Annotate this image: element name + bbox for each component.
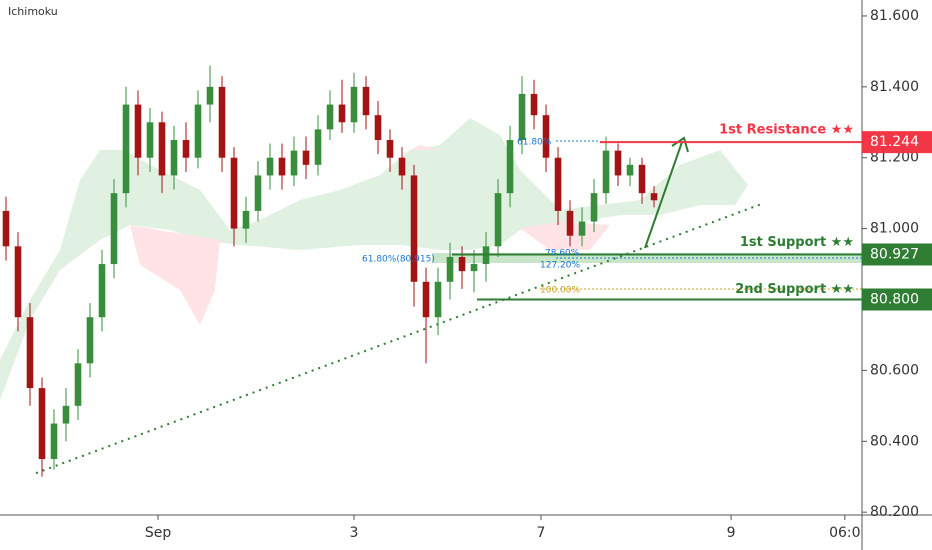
candle-body — [614, 150, 622, 176]
candle-body — [242, 210, 250, 229]
candle-body — [350, 86, 358, 123]
arrow — [644, 141, 683, 249]
candle-body — [278, 157, 286, 176]
candle-body — [566, 210, 574, 236]
candle-body — [638, 164, 646, 194]
candle-body — [98, 264, 106, 318]
cloud-bull — [0, 118, 748, 400]
price-tag — [862, 288, 932, 311]
x-tick-label: 3 — [350, 525, 359, 541]
y-tick-label: 81.000 — [870, 221, 919, 237]
candle-body — [422, 281, 430, 318]
candle-body — [218, 86, 226, 158]
price-tag-label: 80.927 — [870, 246, 919, 262]
candle-body — [602, 150, 610, 194]
y-tick-label: 80.200 — [870, 504, 919, 520]
candle-body — [506, 140, 514, 194]
candle-body — [194, 104, 202, 158]
candle-body — [74, 363, 82, 406]
candle-body — [554, 157, 562, 211]
candle-body — [254, 175, 262, 211]
price-tag — [862, 243, 932, 266]
candle-body — [290, 150, 298, 176]
price-tag — [862, 131, 932, 154]
x-tick-label: Sep — [145, 525, 172, 541]
candle-body — [338, 104, 346, 123]
indicator-label: Ichimoku — [8, 5, 58, 18]
candle-body — [650, 193, 658, 201]
x-tick-label: 06:0 — [829, 525, 860, 541]
level-name: 1st Resistance ★★ — [719, 123, 854, 138]
fib-label: 61.80%(80.915) — [362, 255, 435, 265]
candle-body — [14, 246, 22, 318]
candle-body — [134, 104, 142, 158]
candle-body — [434, 281, 442, 318]
cloud-bear — [520, 222, 610, 250]
y-tick-label: 81.400 — [870, 79, 919, 95]
candle-body — [86, 317, 94, 364]
cloud-bear — [410, 145, 440, 150]
candle-body — [590, 193, 598, 222]
candle-body — [182, 140, 190, 158]
candle-body — [170, 140, 178, 176]
candle-body — [578, 221, 586, 236]
candle-body — [314, 129, 322, 165]
candle-body — [374, 115, 382, 141]
candle-body — [626, 164, 634, 176]
candle-body — [446, 256, 454, 282]
candle-body — [110, 193, 118, 265]
price-tag-label: 80.800 — [870, 292, 919, 308]
arrow-head — [671, 136, 689, 153]
candle-body — [410, 175, 418, 282]
candle-body — [62, 405, 70, 424]
level-name: 1st Support ★★ — [740, 235, 854, 250]
fib-label: 61.80% — [517, 138, 552, 148]
price-tag-label: 81.244 — [870, 134, 919, 150]
candle-body — [2, 210, 10, 247]
level-name: 2nd Support ★★ — [735, 282, 854, 297]
candle-body — [470, 264, 478, 272]
candle-body — [266, 157, 274, 176]
candle-body — [158, 122, 166, 176]
y-tick-label: 80.400 — [870, 433, 919, 449]
ichimoku-cloud — [0, 118, 748, 400]
x-tick-label: 7 — [537, 525, 546, 541]
candle-body — [494, 193, 502, 247]
x-tick-label: 9 — [727, 525, 736, 541]
candle-body — [326, 104, 334, 130]
candle-body — [542, 115, 550, 158]
candle-body — [206, 86, 214, 105]
candle-body — [302, 150, 310, 165]
plot — [2, 65, 763, 477]
cloud-bear — [130, 225, 220, 325]
y-tick-label: 80.600 — [870, 362, 919, 378]
candle-body — [26, 317, 34, 389]
candle-body — [530, 93, 538, 116]
fib-label: 127.20% — [540, 261, 580, 271]
candle-body — [398, 157, 406, 176]
fib-label: 100.00% — [540, 286, 580, 296]
support-zone — [432, 253, 862, 263]
y-tick-label: 81.200 — [870, 150, 919, 166]
candle-body — [146, 122, 154, 158]
candle-body — [362, 86, 370, 116]
candle-body — [386, 140, 394, 158]
candle-body — [518, 93, 526, 141]
candle-body — [458, 256, 466, 272]
fib-label: 78.60% — [545, 249, 580, 259]
candle-body — [38, 388, 46, 459]
trendline — [35, 202, 763, 475]
y-tick-label: 81.600 — [870, 8, 919, 24]
candle-body — [122, 104, 130, 194]
candle-body — [230, 157, 238, 229]
candle-body — [50, 423, 58, 459]
